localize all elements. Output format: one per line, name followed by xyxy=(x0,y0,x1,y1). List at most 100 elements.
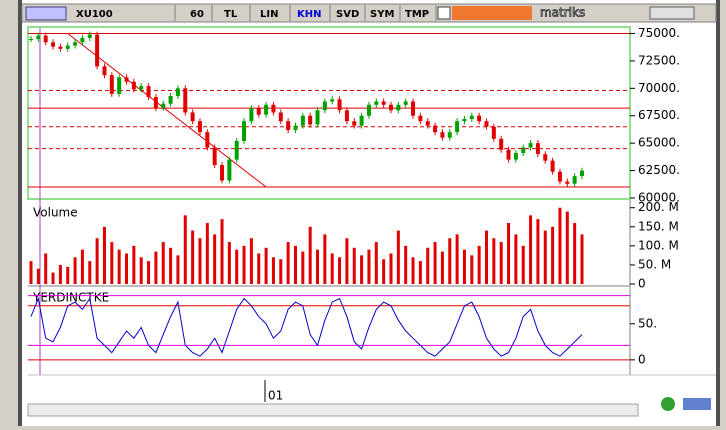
scrollbar[interactable] xyxy=(27,403,639,417)
toolbar-icons[interactable] xyxy=(25,6,67,21)
scale[interactable]: LIN xyxy=(260,9,278,20)
volume-bar xyxy=(125,253,129,284)
volume-bar xyxy=(191,230,195,284)
y-tick-label: 67500. xyxy=(638,108,680,122)
candle-body xyxy=(308,115,313,125)
volume-bar xyxy=(301,251,305,284)
candle-body xyxy=(411,101,416,116)
candle-body xyxy=(264,104,269,115)
volume-bar xyxy=(227,242,231,284)
volume-bar xyxy=(433,242,437,284)
volume-bar xyxy=(411,257,415,284)
button[interactable]: KHN xyxy=(297,9,322,20)
candle-body xyxy=(95,34,100,67)
candle-body xyxy=(256,108,261,115)
volume-bar xyxy=(183,215,187,284)
volume-bar xyxy=(374,242,378,284)
y-tick-label: 0 xyxy=(638,277,646,291)
candle-body xyxy=(205,132,210,148)
brand: matriks xyxy=(540,6,585,20)
candle-body xyxy=(212,147,217,166)
panel-title: Volume xyxy=(33,206,78,220)
candle-body xyxy=(102,66,107,76)
candle-body xyxy=(153,97,158,109)
volume-bar xyxy=(499,242,503,284)
volume-bar xyxy=(44,253,48,284)
candle-body xyxy=(175,88,180,96)
volume-bar xyxy=(448,238,452,284)
volume-bar xyxy=(492,238,496,284)
candle-body xyxy=(36,35,41,39)
y-tick-label: 100. M xyxy=(638,238,679,252)
volume-bar xyxy=(543,230,547,284)
volume-bar xyxy=(102,226,106,284)
volume-bar xyxy=(139,257,143,284)
volume-bar xyxy=(580,234,584,284)
candle-body xyxy=(403,101,408,105)
candle-body xyxy=(51,42,56,47)
volume-bar xyxy=(558,207,562,284)
volume-bar xyxy=(418,261,422,284)
trendline xyxy=(67,33,267,188)
candle-body xyxy=(315,110,320,125)
volume-bar xyxy=(536,219,540,284)
volume-bar xyxy=(426,247,430,284)
candle-body xyxy=(506,149,511,160)
candle-body xyxy=(168,96,173,104)
volume-bar xyxy=(440,251,444,284)
volume-bar xyxy=(51,272,55,284)
candle-body xyxy=(322,101,327,111)
window-controls[interactable] xyxy=(649,6,695,20)
volume-bar xyxy=(205,222,209,284)
volume-bar xyxy=(286,242,290,284)
period[interactable]: 60 xyxy=(190,9,204,20)
currency[interactable]: TL xyxy=(224,9,238,20)
candle-body xyxy=(580,170,584,177)
candle-body xyxy=(131,81,136,90)
volume-bar xyxy=(396,230,400,284)
candle-body xyxy=(190,112,195,122)
candle-body xyxy=(381,101,386,105)
candle-body xyxy=(271,104,276,113)
button[interactable]: TMP xyxy=(405,9,429,20)
volume-bar xyxy=(573,222,577,284)
right-border xyxy=(716,0,720,426)
candle-body xyxy=(535,143,540,155)
y-tick-label: 60000. xyxy=(638,191,680,205)
volume-bar xyxy=(88,261,92,284)
candle-body xyxy=(550,160,555,172)
candle-body xyxy=(396,104,401,111)
volume-bar xyxy=(462,249,466,284)
volume-bar xyxy=(565,211,569,284)
button[interactable]: SYM xyxy=(370,9,394,20)
candle-body xyxy=(374,101,379,105)
button[interactable]: SVD xyxy=(336,9,359,20)
candle-body xyxy=(469,115,474,120)
volume-bar xyxy=(176,255,180,284)
candle-body xyxy=(352,121,357,126)
volume-bar xyxy=(36,268,40,284)
candle-body xyxy=(484,121,489,127)
left-border xyxy=(18,0,22,426)
volume-bar xyxy=(330,253,334,284)
candle-body xyxy=(109,75,114,94)
candle-body xyxy=(521,147,526,154)
candle-body xyxy=(388,104,393,111)
candle-body xyxy=(242,121,247,141)
y-tick-label: 72500. xyxy=(638,53,680,67)
volume-bar xyxy=(551,226,555,284)
nav-buttons[interactable] xyxy=(683,398,711,410)
volume-bar xyxy=(154,251,158,284)
volume-bar xyxy=(161,242,165,284)
volume-bar xyxy=(382,259,386,284)
y-tick-label: 75000. xyxy=(638,26,680,40)
volume-bar xyxy=(316,249,320,284)
candle-body xyxy=(344,110,349,122)
dropdown[interactable] xyxy=(437,6,451,20)
volume-bar xyxy=(235,249,239,284)
refresh-icon[interactable] xyxy=(661,397,675,411)
symbol[interactable]: XU100 xyxy=(76,9,113,20)
candle-body xyxy=(234,140,239,160)
candle-body xyxy=(557,171,562,182)
